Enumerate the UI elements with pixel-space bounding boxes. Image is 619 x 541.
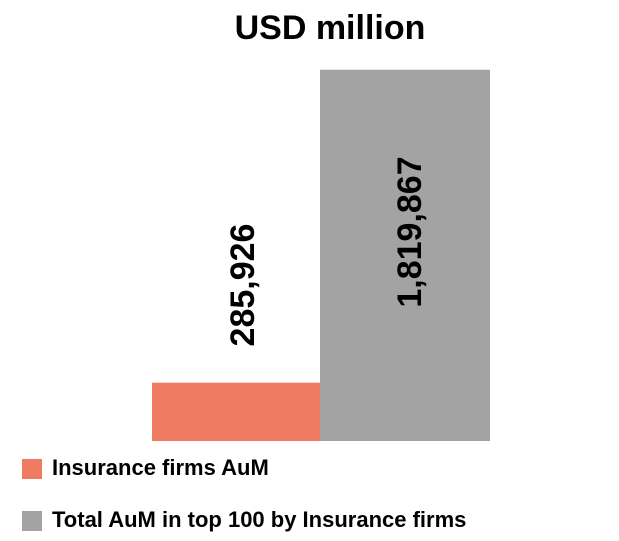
bar — [152, 382, 320, 441]
legend-label: Total AuM in top 100 by Insurance firms — [52, 507, 466, 532]
chart-title: USD million — [235, 9, 426, 47]
data-label: 1,819,867 — [391, 156, 429, 307]
legend-label: Insurance firms AuM — [52, 455, 269, 480]
legend-swatch — [22, 459, 42, 479]
data-label: 285,926 — [224, 224, 262, 347]
legend-swatch — [22, 511, 42, 531]
bar — [320, 69, 490, 441]
